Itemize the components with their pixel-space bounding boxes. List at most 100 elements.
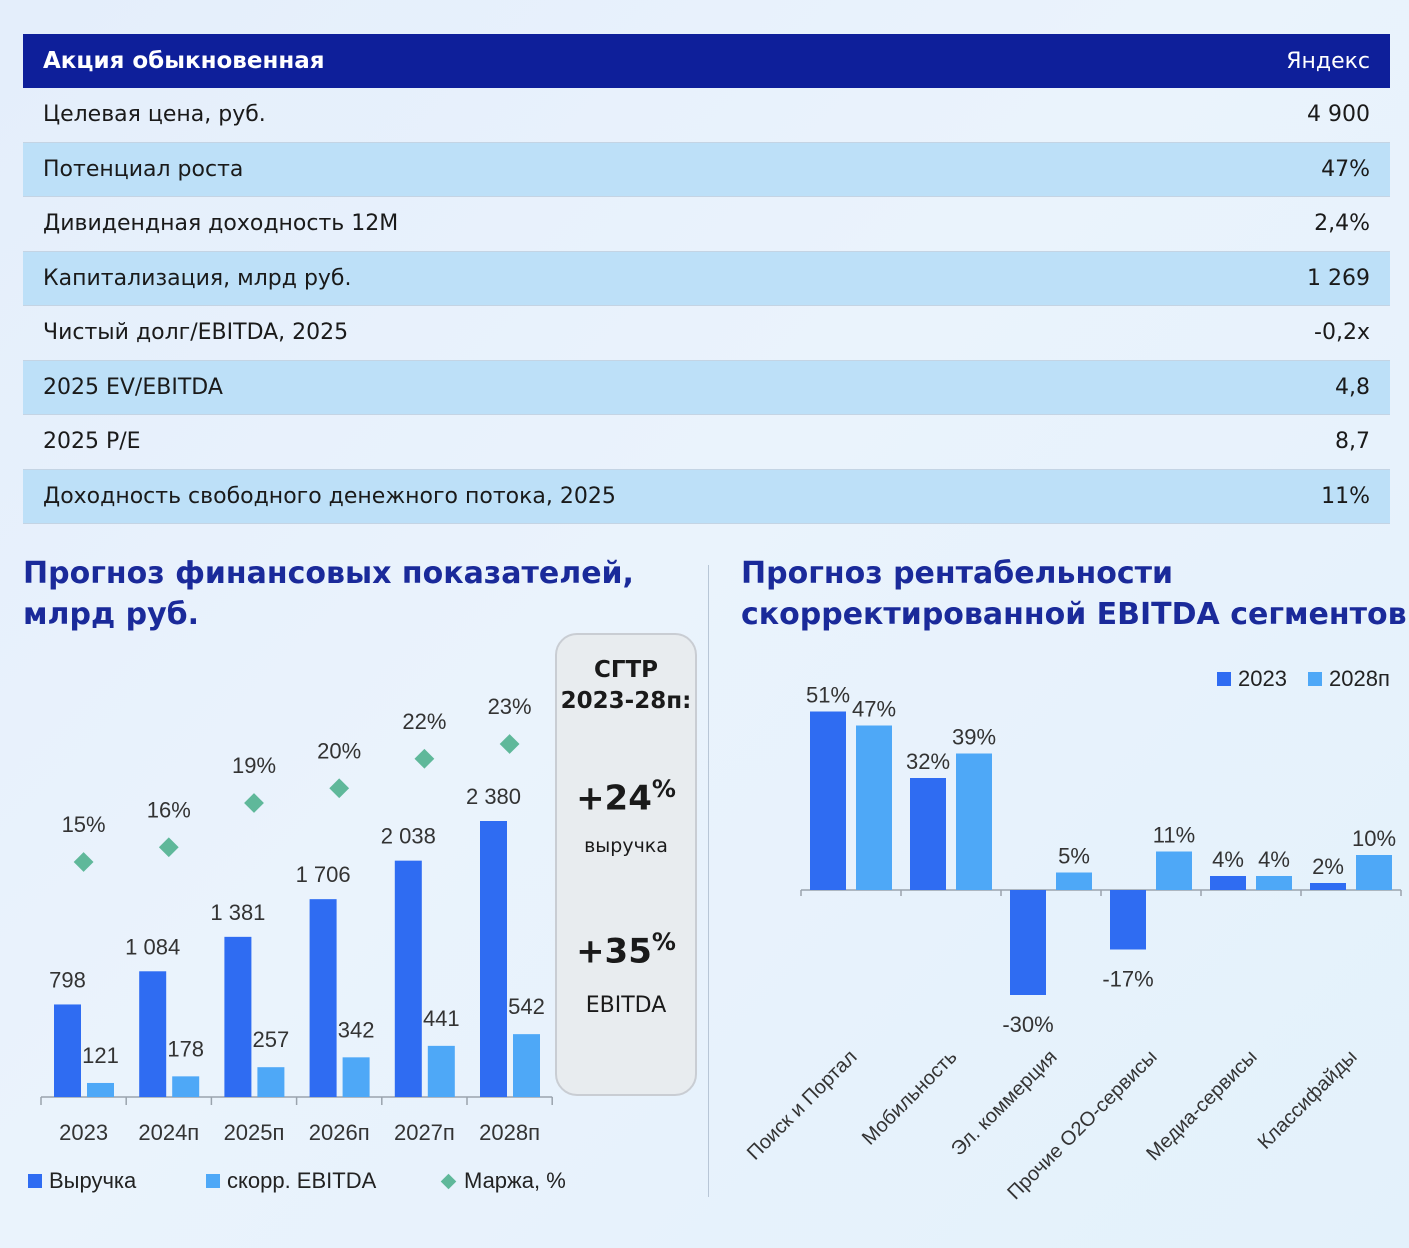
series-2023-bar	[1310, 883, 1346, 890]
revenue-value-label: 798	[49, 967, 86, 992]
series-2023-value-label: -30%	[1002, 1012, 1053, 1037]
margin-value-label: 22%	[402, 709, 446, 734]
series-2023-value-label: 32%	[906, 749, 950, 774]
table-row: Капитализация, млрд руб. 1 269	[23, 251, 1390, 306]
margin-value-label: 15%	[62, 812, 106, 837]
ebitda-bar	[342, 1057, 370, 1097]
row-label: Дивидендная доходность 12М	[43, 211, 399, 237]
row-label: 2025 P/E	[43, 429, 141, 455]
series-2028-value-label: 39%	[952, 725, 996, 750]
table-row: Дивидендная доходность 12М 2,4%	[23, 197, 1390, 252]
series-2023-bar	[810, 711, 846, 890]
table-header: Акция обыкновенная Яндекс	[23, 34, 1390, 88]
ebitda-value-label: 121	[82, 1043, 119, 1068]
table-header-left: Акция обыкновенная	[43, 48, 325, 74]
margin-value-label: 23%	[488, 694, 532, 719]
legend-swatch	[206, 1174, 220, 1188]
series-2023-bar	[1210, 876, 1246, 890]
row-value: 4,8	[1335, 374, 1370, 400]
x-tick-label: 2028п	[479, 1120, 540, 1145]
ebitda-bar	[257, 1067, 285, 1097]
legend-item-revenue: Выручка	[28, 1168, 136, 1194]
financials-chart: 798 121 15% 2023 1 084 178 16% 2024п 1 381 257 19%…	[40, 694, 553, 1145]
x-tick-label: Мобильность	[858, 1046, 962, 1150]
financials-chart-title: Прогноз финансовых показателей, млрд руб…	[23, 553, 634, 635]
cagr-revenue-value: +24%	[576, 775, 676, 819]
table-row: Чистый долг/EBITDA, 2025 -0,2x	[23, 306, 1390, 361]
ebitda-value-label: 441	[423, 1006, 460, 1031]
margin-marker	[158, 837, 179, 858]
legend-label: скорр. EBITDA	[227, 1168, 377, 1193]
row-value: 8,7	[1335, 429, 1370, 455]
series-2028-bar	[856, 725, 892, 890]
legend-label: Маржа, %	[464, 1168, 566, 1193]
legend-swatch	[1217, 672, 1231, 686]
ebitda-bar	[427, 1045, 455, 1097]
revenue-value-label: 1 084	[125, 934, 180, 959]
ebitda-value-label: 542	[508, 994, 545, 1019]
legend-diamond-icon	[440, 1173, 457, 1189]
section-divider	[708, 565, 709, 1197]
margin-marker	[73, 852, 94, 872]
segments-chart-title: Прогноз рентабельности скорректированной…	[741, 553, 1407, 635]
title-line: скорректированной EBITDA сегментов	[741, 597, 1407, 632]
legend-swatch	[1308, 672, 1322, 686]
revenue-value-label: 1 381	[210, 900, 265, 925]
margin-marker	[499, 734, 520, 754]
table-row: Доходность свободного денежного потока, …	[23, 469, 1390, 524]
row-label: Доходность свободного денежного потока, …	[43, 483, 616, 509]
row-label: Целевая цена, руб.	[43, 102, 266, 128]
series-2028-value-label: 47%	[852, 697, 896, 722]
series-2023-value-label: 51%	[806, 683, 850, 708]
x-tick-label: Поиск и Портал	[743, 1046, 862, 1165]
ebitda-value-label: 342	[338, 1017, 375, 1042]
row-value: -0,2x	[1314, 320, 1370, 346]
margin-value-label: 16%	[147, 797, 191, 822]
series-2023-bar	[910, 778, 946, 890]
table-row: Целевая цена, руб. 4 900	[23, 88, 1390, 143]
series-2023-bar	[1010, 890, 1046, 995]
row-value: 4 900	[1307, 102, 1370, 128]
ebitda-bar	[87, 1082, 114, 1097]
table-header-right: Яндекс	[1286, 48, 1370, 74]
margin-value-label: 20%	[317, 738, 361, 763]
x-tick-label: 2024п	[138, 1120, 199, 1145]
title-line: млрд руб.	[23, 597, 200, 632]
revenue-bar	[309, 899, 337, 1097]
legend-swatch	[28, 1174, 42, 1188]
row-label: Капитализация, млрд руб.	[43, 265, 352, 291]
row-label: Потенциал роста	[43, 156, 244, 182]
series-2023-value-label: -17%	[1102, 967, 1153, 992]
x-tick-label: Эл. коммерция	[947, 1046, 1061, 1160]
x-tick-label: 2026п	[309, 1120, 370, 1145]
title-line: Прогноз рентабельности	[741, 556, 1174, 591]
series-2028-bar	[956, 753, 992, 890]
revenue-value-label: 2 038	[381, 824, 436, 849]
series-2028-value-label: 4%	[1258, 847, 1290, 872]
cagr-title-line: 2023-28п:	[560, 688, 692, 714]
row-label: 2025 EV/EBITDA	[43, 374, 223, 400]
margin-value-label: 19%	[232, 753, 276, 778]
revenue-bar	[54, 1004, 81, 1097]
ebitda-bar	[172, 1076, 200, 1097]
table-row: Потенциал роста 47%	[23, 142, 1390, 197]
revenue-bar	[139, 971, 167, 1097]
stats-table: Акция обыкновенная Яндекс Целевая цена, …	[23, 34, 1390, 524]
margin-marker	[414, 748, 435, 769]
row-label: Чистый долг/EBITDA, 2025	[43, 320, 349, 346]
segments-chart: 51%47% Поиск и Портал 32%39% Мобильность -30…	[743, 683, 1402, 1204]
x-tick-label: Классифайды	[1254, 1046, 1362, 1154]
ebitda-bar	[513, 1034, 540, 1097]
series-2028-value-label: 5%	[1058, 844, 1090, 869]
series-2028-bar	[1156, 851, 1192, 890]
revenue-bar	[224, 936, 252, 1097]
legend-item-ebitda: скорр. EBITDA	[206, 1168, 376, 1194]
cagr-title-line: CГТР	[593, 657, 659, 683]
series-2028-bar	[1256, 876, 1292, 890]
legend-label: 2028п	[1329, 666, 1390, 691]
cagr-ebitda-value: +35%	[576, 928, 676, 972]
margin-marker	[244, 793, 264, 813]
series-2028-bar	[1056, 872, 1092, 890]
series-2023-value-label: 4%	[1212, 847, 1244, 872]
cagr-title: CГТР 2023-28п:	[557, 655, 695, 717]
